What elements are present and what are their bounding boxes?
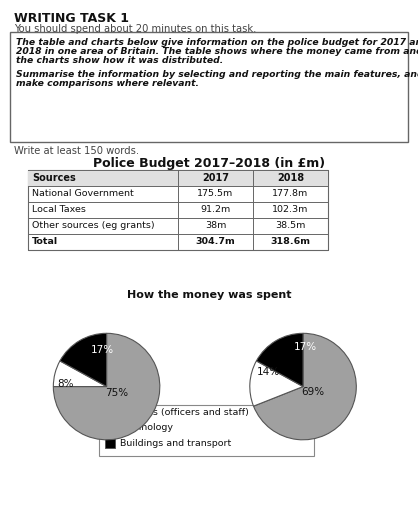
Text: National Government: National Government [32, 189, 134, 199]
FancyBboxPatch shape [99, 405, 314, 456]
Text: Sources: Sources [32, 173, 76, 183]
Text: 14%: 14% [257, 367, 280, 377]
Text: You should spend about 20 minutes on this task.: You should spend about 20 minutes on thi… [14, 24, 256, 34]
Wedge shape [54, 333, 160, 440]
FancyBboxPatch shape [105, 423, 115, 433]
Text: 8%: 8% [57, 379, 73, 389]
Text: Other sources (eg grants): Other sources (eg grants) [32, 222, 155, 230]
Text: Summarise the information by selecting and reporting the main features, and: Summarise the information by selecting a… [16, 70, 418, 79]
Text: Write at least 150 words.: Write at least 150 words. [14, 146, 139, 156]
FancyBboxPatch shape [28, 170, 328, 250]
Text: 304.7m: 304.7m [196, 238, 235, 246]
Text: Local Taxes: Local Taxes [32, 205, 86, 215]
Wedge shape [60, 333, 107, 387]
Text: 102.3m: 102.3m [272, 205, 308, 215]
Text: 38m: 38m [205, 222, 226, 230]
Text: 17%: 17% [91, 346, 114, 355]
Text: 318.6m: 318.6m [270, 238, 311, 246]
Text: Salaries (officers and staff): Salaries (officers and staff) [120, 409, 249, 417]
Text: 91.2m: 91.2m [200, 205, 231, 215]
Text: 2018 in one area of Britain. The table shows where the money came from and: 2018 in one area of Britain. The table s… [16, 47, 418, 56]
Text: 177.8m: 177.8m [273, 189, 308, 199]
FancyBboxPatch shape [105, 408, 115, 418]
FancyBboxPatch shape [105, 438, 115, 448]
Text: 2018: 2018 [277, 173, 304, 183]
Text: 2017: 2017 [84, 394, 116, 407]
FancyBboxPatch shape [10, 32, 408, 142]
Wedge shape [254, 333, 356, 440]
Text: 69%: 69% [301, 387, 324, 397]
Text: the charts show how it was distributed.: the charts show how it was distributed. [16, 56, 223, 65]
Text: Total: Total [32, 238, 58, 246]
Text: 38.5m: 38.5m [275, 222, 306, 230]
Text: The table and charts below give information on the police budget for 2017 and: The table and charts below give informat… [16, 38, 418, 47]
Text: Police Budget 2017–2018 (in £m): Police Budget 2017–2018 (in £m) [93, 157, 325, 170]
Text: make comparisons where relevant.: make comparisons where relevant. [16, 79, 199, 88]
FancyBboxPatch shape [28, 170, 328, 186]
Wedge shape [256, 333, 303, 387]
Wedge shape [54, 361, 107, 387]
Text: Buildings and transport: Buildings and transport [120, 438, 231, 447]
Text: How the money was spent: How the money was spent [127, 290, 291, 300]
Text: WRITING TASK 1: WRITING TASK 1 [14, 12, 129, 25]
Wedge shape [250, 361, 303, 406]
Text: 75%: 75% [104, 388, 128, 398]
Text: Technology: Technology [120, 423, 173, 433]
Text: 17%: 17% [294, 342, 317, 352]
Text: 2017: 2017 [202, 173, 229, 183]
Text: 2018: 2018 [295, 394, 327, 407]
Text: 175.5m: 175.5m [197, 189, 234, 199]
